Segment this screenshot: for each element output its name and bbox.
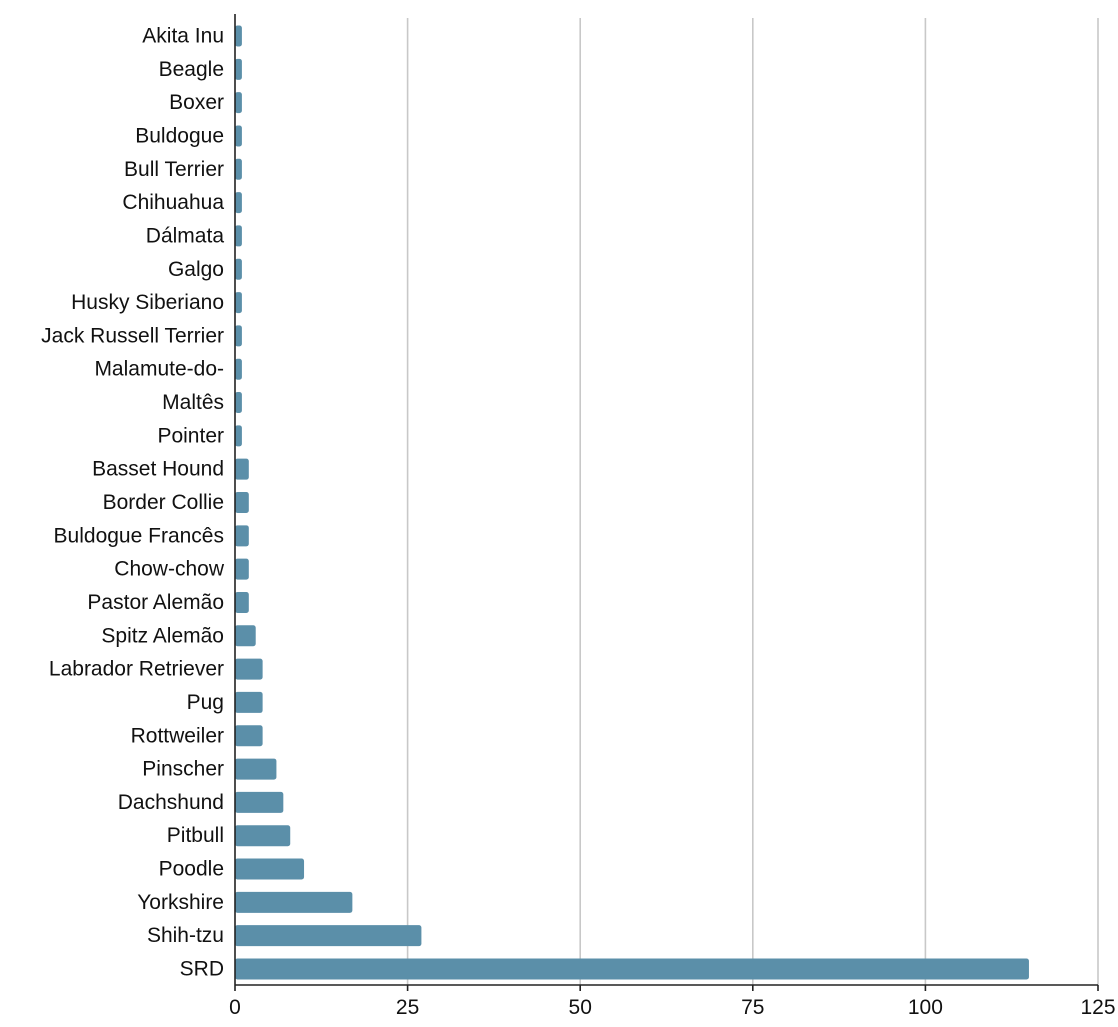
bar-dalmata [235,225,242,247]
category-label-pitbull: Pitbull [167,824,224,847]
category-label-yorkshire: Yorkshire [137,891,224,914]
category-label-poodle: Poodle [159,858,224,881]
bar-pastor-alemao [235,591,249,613]
category-label-srd: SRD [180,958,224,981]
bar-akita-inu [235,25,242,47]
bar-pug [235,691,263,713]
x-tick-label-0: 0 [229,996,241,1019]
bar-malamute-do [235,358,242,380]
category-label-chihuahua: Chihuahua [122,191,224,214]
category-label-pastor-alemao: Pastor Alemão [87,591,224,614]
bar-poodle [235,858,305,880]
category-label-spitz-alemao: Spitz Alemão [101,624,224,647]
bar-srd [235,958,1029,980]
category-label-jack-russell-terrier: Jack Russell Terrier [41,324,224,347]
bar-buldogue-frances [235,525,249,547]
bar-chow-chow [235,558,249,580]
x-tick-label-25: 25 [396,996,419,1019]
bar-bull-terrier [235,158,242,180]
category-label-bull-terrier: Bull Terrier [124,158,224,181]
bar-husky-siberiano [235,292,242,314]
category-label-pug: Pug [187,691,224,714]
bar-galgo [235,258,242,280]
bar-boxer [235,92,242,114]
bar-yorkshire [235,891,353,913]
bar-dachshund [235,791,284,813]
category-label-maltes: Maltês [162,391,224,414]
bar-spitz-alemao [235,625,256,647]
category-labels: Akita Inu Beagle Boxer Buldogue Bull Terrier… [41,25,225,981]
category-label-dachshund: Dachshund [118,791,224,814]
bar-basset-hound [235,458,249,480]
bar-pitbull [235,825,291,847]
category-label-malamute-do: Malamute-do- [94,358,224,381]
category-label-husky-siberiano: Husky Siberiano [71,291,224,314]
category-label-dalmata: Dálmata [146,224,225,247]
category-label-basset-hound: Basset Hound [92,458,224,481]
category-label-pointer: Pointer [157,424,224,447]
bar-shih-tzu [235,925,422,947]
category-label-border-collie: Border Collie [103,491,224,514]
x-tick-label-100: 100 [908,996,943,1019]
x-tick-labels: 0 25 50 75 100 125 [229,996,1115,1019]
bar-rottweiler [235,725,263,747]
axes [234,14,1099,991]
x-tick-label-50: 50 [569,996,592,1019]
bar-buldogue [235,125,242,147]
bar-pinscher [235,758,277,780]
bar-labrador-retriever [235,658,263,680]
bar-jack-russell-terrier [235,325,242,347]
bar-beagle [235,58,242,80]
x-tick-label-75: 75 [741,996,764,1019]
category-label-buldogue-frances: Buldogue Francês [54,524,224,547]
bar-pointer [235,425,242,447]
x-tick-label-125: 125 [1080,996,1115,1019]
bar-border-collie [235,492,249,513]
category-label-akita-inu: Akita Inu [142,25,224,48]
category-label-boxer: Boxer [169,91,224,114]
category-label-galgo: Galgo [168,258,224,281]
category-label-pinscher: Pinscher [142,758,224,781]
category-label-labrador-retriever: Labrador Retriever [49,658,224,681]
category-label-chow-chow: Chow-chow [114,558,225,581]
category-label-buldogue: Buldogue [135,124,224,147]
category-label-rottweiler: Rottweiler [131,724,224,747]
bar-chihuahua [235,192,242,214]
bars [235,25,1029,980]
bar-maltes [235,392,242,414]
category-label-shih-tzu: Shih-tzu [147,924,224,947]
category-label-beagle: Beagle [159,58,224,81]
grid-lines [406,18,1099,985]
